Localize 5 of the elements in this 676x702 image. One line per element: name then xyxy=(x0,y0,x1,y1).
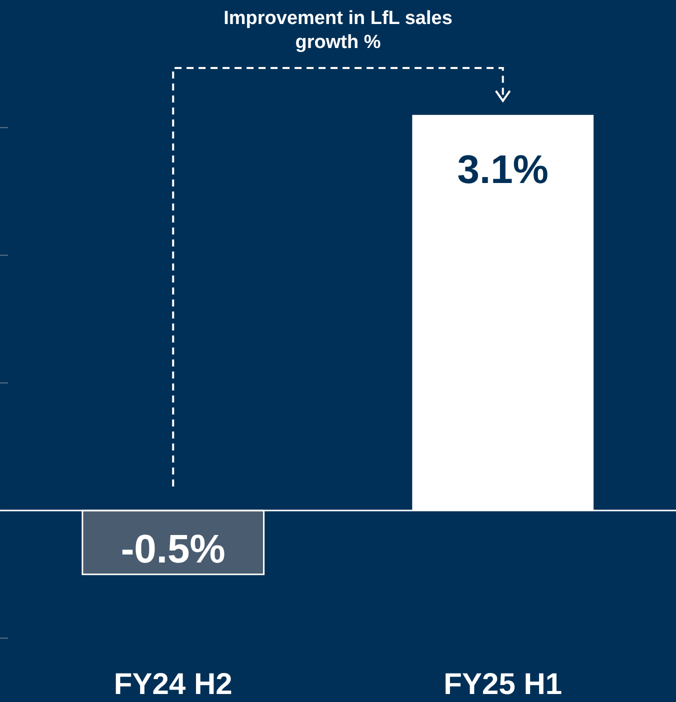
annotation: Improvement in LfL sales growth % xyxy=(224,8,452,53)
x-tick-label: FY24 H2 xyxy=(114,668,232,701)
x-tick-label: FY25 H1 xyxy=(444,668,562,701)
data-label: 3.1% xyxy=(457,148,548,192)
data-label: -0.5% xyxy=(120,527,226,572)
